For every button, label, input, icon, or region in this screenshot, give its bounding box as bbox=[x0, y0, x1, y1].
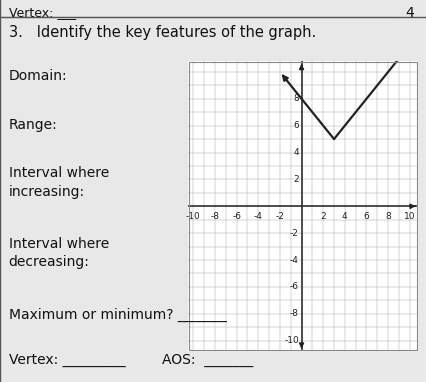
Text: 2: 2 bbox=[293, 175, 298, 184]
Text: 2: 2 bbox=[320, 212, 325, 221]
Text: AOS:  _______: AOS: _______ bbox=[162, 353, 253, 367]
Text: -4: -4 bbox=[289, 256, 298, 265]
Text: 4: 4 bbox=[405, 6, 413, 20]
Text: -8: -8 bbox=[289, 309, 298, 318]
Text: Domain:: Domain: bbox=[9, 69, 67, 83]
Text: -2: -2 bbox=[275, 212, 284, 221]
Text: -6: -6 bbox=[289, 282, 298, 291]
Text: 8: 8 bbox=[384, 212, 390, 221]
Text: -4: -4 bbox=[253, 212, 262, 221]
Text: 4: 4 bbox=[341, 212, 347, 221]
Text: Interval where
increasing:: Interval where increasing: bbox=[9, 166, 109, 199]
Text: 6: 6 bbox=[363, 212, 368, 221]
Text: Maximum or minimum? _______: Maximum or minimum? _______ bbox=[9, 308, 226, 322]
Text: -10: -10 bbox=[185, 212, 200, 221]
Text: 10: 10 bbox=[403, 212, 414, 221]
Text: -10: -10 bbox=[283, 336, 298, 345]
Text: 8: 8 bbox=[292, 94, 298, 103]
Text: 4: 4 bbox=[293, 148, 298, 157]
Text: -2: -2 bbox=[289, 229, 298, 238]
Text: Interval where
decreasing:: Interval where decreasing: bbox=[9, 237, 109, 269]
Text: -6: -6 bbox=[232, 212, 241, 221]
Text: Vertex: _________: Vertex: _________ bbox=[9, 353, 125, 367]
Text: Range:: Range: bbox=[9, 118, 57, 133]
Text: -8: -8 bbox=[210, 212, 219, 221]
Text: Vertex: ___: Vertex: ___ bbox=[9, 6, 75, 19]
Text: 3.   Identify the key features of the graph.: 3. Identify the key features of the grap… bbox=[9, 25, 315, 40]
Text: 6: 6 bbox=[292, 121, 298, 130]
